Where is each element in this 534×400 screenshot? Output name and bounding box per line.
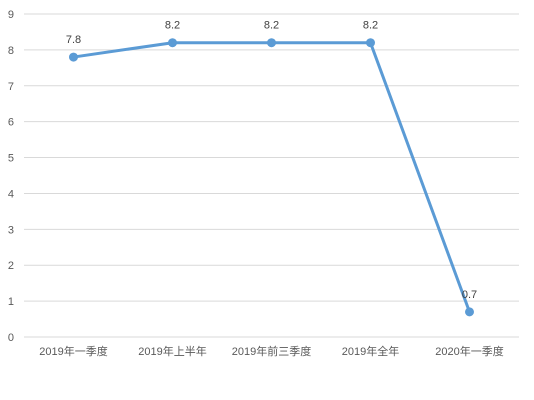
data-point: [168, 38, 177, 48]
series-group: [69, 38, 474, 317]
y-tick-label: 5: [8, 153, 14, 165]
y-tick-label: 4: [8, 188, 14, 200]
x-tick-label: 2019年上半年: [138, 344, 206, 358]
data-point: [366, 38, 375, 48]
x-tick-label: 2019年前三季度: [232, 344, 311, 358]
series-line: [72, 41, 471, 314]
y-tick-label: 2: [8, 260, 14, 272]
x-axis-ticks: 2019年一季度 2019年上半年 2019年前三季度 2019年全年 2020年一季度: [39, 344, 503, 358]
data-label: 7.8: [66, 34, 81, 46]
data-labels: 7.8 8.2 8.2 8.2 0.7: [66, 20, 477, 301]
y-tick-label: 3: [8, 224, 14, 236]
data-point: [267, 38, 276, 48]
gridlines: [24, 13, 519, 338]
y-tick-label: 0: [8, 332, 14, 344]
y-tick-label: 9: [8, 9, 14, 21]
x-tick-label: 2020年一季度: [435, 344, 503, 358]
data-point: [465, 307, 474, 317]
data-label: 8.2: [363, 20, 378, 32]
y-tick-label: 1: [8, 296, 14, 308]
data-label: 8.2: [165, 20, 180, 32]
y-tick-label: 6: [8, 117, 14, 129]
data-label: 8.2: [264, 20, 279, 32]
x-tick-label: 2019年一季度: [39, 344, 107, 358]
x-tick-label: 2019年全年: [342, 344, 399, 358]
y-axis-ticks: 0 1 2 3 4 5 6 7 8 9: [8, 9, 14, 344]
data-point: [69, 52, 78, 62]
y-tick-label: 8: [8, 45, 14, 57]
y-tick-label: 7: [8, 81, 14, 93]
data-label: 0.7: [462, 289, 477, 301]
